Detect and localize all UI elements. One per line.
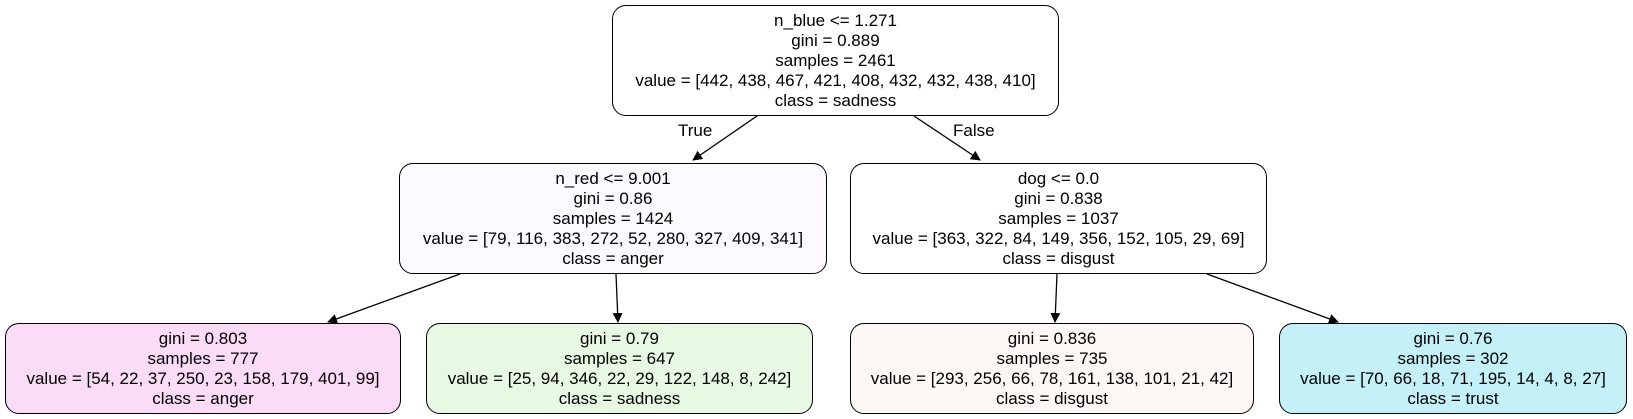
node-gini: gini = 0.79	[580, 328, 659, 348]
node-gini: gini = 0.836	[1007, 328, 1097, 348]
node-class: class = anger	[562, 248, 664, 268]
node-samples: samples = 302	[1397, 348, 1509, 368]
node-class: class = disgust	[1002, 248, 1115, 268]
tree-node-leaf-3: gini = 0.836 samples = 735 value = [293,…	[850, 323, 1254, 414]
node-samples: samples = 1037	[998, 208, 1119, 228]
edge-left-leaf1	[327, 273, 461, 324]
tree-node-leaf-4: gini = 0.76 samples = 302 value = [70, 6…	[1279, 323, 1627, 414]
tree-node-leaf-2: gini = 0.79 samples = 647 value = [25, 9…	[426, 323, 813, 414]
edge-left-leaf2	[612, 273, 623, 323]
tree-node-leaf-1: gini = 0.803 samples = 777 value = [54, …	[5, 323, 401, 414]
node-class: class = trust	[1407, 388, 1499, 408]
node-samples: samples = 735	[996, 348, 1108, 368]
node-class: class = anger	[152, 388, 254, 408]
tree-node-root: n_blue <= 1.271 gini = 0.889 samples = 2…	[612, 5, 1059, 116]
node-samples: samples = 1424	[552, 208, 674, 228]
node-gini: gini = 0.76	[1413, 328, 1493, 348]
tree-node-left: n_red <= 9.001 gini = 0.86 samples = 142…	[399, 163, 827, 274]
node-value: value = [293, 256, 66, 78, 161, 138, 101…	[870, 368, 1234, 388]
edge-right-leaf4	[1206, 273, 1339, 324]
node-gini: gini = 0.86	[573, 188, 653, 208]
node-split: n_red <= 9.001	[555, 168, 671, 188]
node-value: value = [442, 438, 467, 421, 408, 432, 4…	[635, 70, 1036, 90]
node-samples: samples = 2461	[775, 50, 896, 70]
node-gini: gini = 0.803	[158, 328, 248, 348]
edge-right-leaf3	[1050, 273, 1061, 323]
node-gini: gini = 0.838	[1014, 188, 1103, 208]
edge-label-false: False	[953, 121, 995, 140]
node-class: class = sadness	[774, 90, 897, 110]
edge-root-left	[692, 115, 758, 161]
node-split: n_blue <= 1.271	[774, 10, 897, 30]
node-value: value = [79, 116, 383, 272, 52, 280, 327…	[422, 228, 804, 248]
edge-label-true: True	[678, 121, 713, 140]
node-class: class = sadness	[558, 388, 681, 408]
node-value: value = [70, 66, 18, 71, 195, 14, 4, 8, …	[1300, 368, 1606, 388]
node-class: class = disgust	[996, 388, 1108, 408]
node-value: value = [54, 22, 37, 250, 23, 158, 179, …	[26, 368, 380, 388]
node-samples: samples = 647	[563, 348, 676, 368]
edge-root-right	[913, 115, 981, 161]
node-gini: gini = 0.889	[791, 30, 880, 50]
node-split: dog <= 0.0	[1017, 168, 1100, 188]
node-value: value = [25, 94, 346, 22, 29, 122, 148, …	[447, 368, 792, 388]
tree-node-right: dog <= 0.0 gini = 0.838 samples = 1037 v…	[850, 163, 1267, 274]
node-value: value = [363, 322, 84, 149, 356, 152, 10…	[872, 228, 1245, 248]
node-samples: samples = 777	[147, 348, 259, 368]
